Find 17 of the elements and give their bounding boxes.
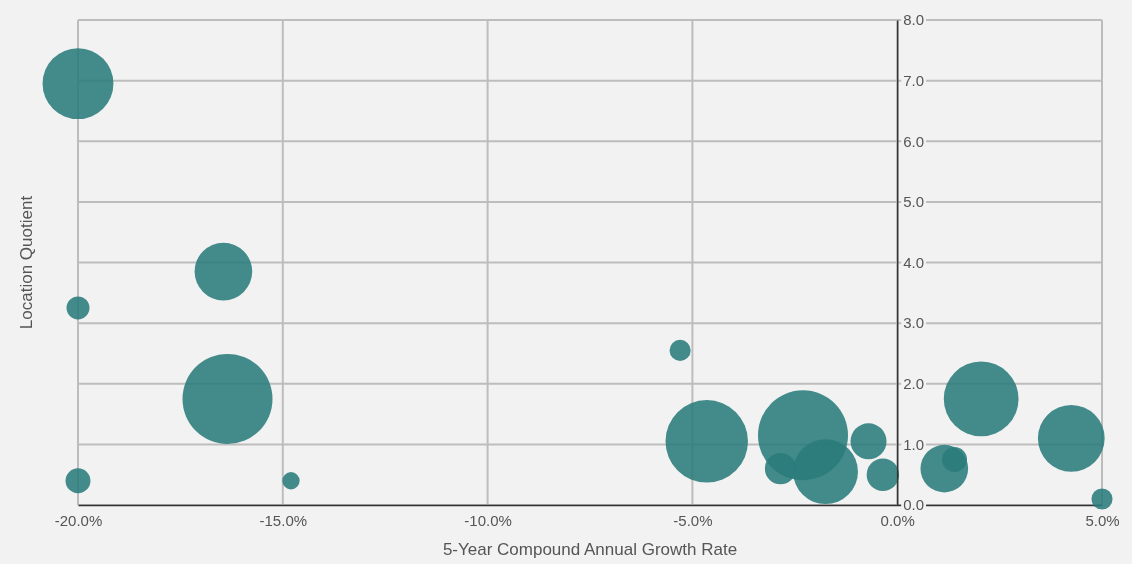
y-axis-title: Location Quotient [17, 195, 36, 330]
y-tick-label: 8.0 [903, 11, 925, 29]
y-tick-label: 3.0 [903, 314, 925, 332]
y-tick-label: 4.0 [903, 253, 925, 271]
y-tick-label: 2.0 [903, 375, 925, 393]
y-tick-label: 6.0 [903, 132, 925, 150]
y-tick-label: 1.0 [903, 435, 925, 453]
x-axis-title: 5-Year Compound Annual Growth Rate [442, 540, 738, 559]
y-tick-label: 0.0 [903, 496, 925, 514]
x-tick-label: 0.0% [880, 511, 915, 529]
y-tick-label: 5.0 [903, 193, 925, 211]
x-tick-label: -15.0% [259, 511, 308, 529]
x-tick-label: -20.0% [54, 511, 103, 529]
y-tick-label: 7.0 [903, 71, 925, 89]
x-tick-label: -5.0% [673, 511, 713, 529]
x-tick-label: 5.0% [1085, 511, 1120, 529]
x-tick-label: -10.0% [464, 511, 512, 529]
